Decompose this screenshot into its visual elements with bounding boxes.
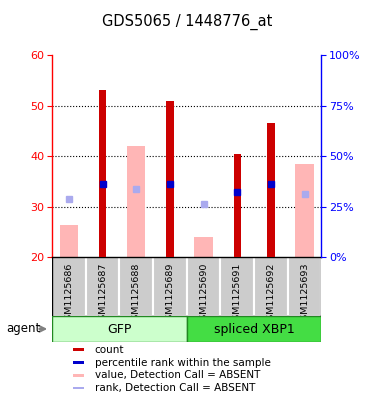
Text: GSM1125692: GSM1125692	[266, 262, 275, 325]
Bar	[73, 387, 84, 389]
Text: spliced XBP1: spliced XBP1	[214, 323, 295, 336]
Bar	[73, 349, 84, 351]
Bar	[267, 123, 275, 257]
Text: GSM1125689: GSM1125689	[166, 262, 174, 325]
Text: agent: agent	[6, 322, 40, 336]
Bar	[194, 237, 213, 257]
Text: percentile rank within the sample: percentile rank within the sample	[95, 358, 271, 367]
Bar	[119, 257, 153, 316]
Text: value, Detection Call = ABSENT: value, Detection Call = ABSENT	[95, 370, 260, 380]
Bar	[295, 164, 314, 257]
Text: GSM1125693: GSM1125693	[300, 262, 309, 326]
Bar	[187, 257, 220, 316]
Bar	[73, 361, 84, 364]
Bar	[288, 257, 321, 316]
Bar	[60, 224, 78, 257]
Bar	[187, 316, 321, 342]
Bar	[166, 101, 174, 257]
Text: GDS5065 / 1448776_at: GDS5065 / 1448776_at	[102, 14, 272, 30]
Bar	[254, 257, 288, 316]
Bar	[73, 374, 84, 376]
Bar	[99, 90, 106, 257]
Bar	[153, 257, 187, 316]
Bar	[52, 316, 187, 342]
Text: rank, Detection Call = ABSENT: rank, Detection Call = ABSENT	[95, 383, 255, 393]
Text: GSM1125688: GSM1125688	[132, 262, 141, 325]
Text: GSM1125686: GSM1125686	[64, 262, 73, 325]
Bar	[220, 257, 254, 316]
Text: GSM1125690: GSM1125690	[199, 262, 208, 325]
Bar	[127, 146, 146, 257]
Bar	[52, 257, 85, 316]
Text: GSM1125687: GSM1125687	[98, 262, 107, 325]
Bar	[85, 257, 119, 316]
Bar	[234, 154, 241, 257]
Text: count: count	[95, 345, 124, 355]
Text: GSM1125691: GSM1125691	[233, 262, 242, 325]
Text: GFP: GFP	[107, 323, 132, 336]
